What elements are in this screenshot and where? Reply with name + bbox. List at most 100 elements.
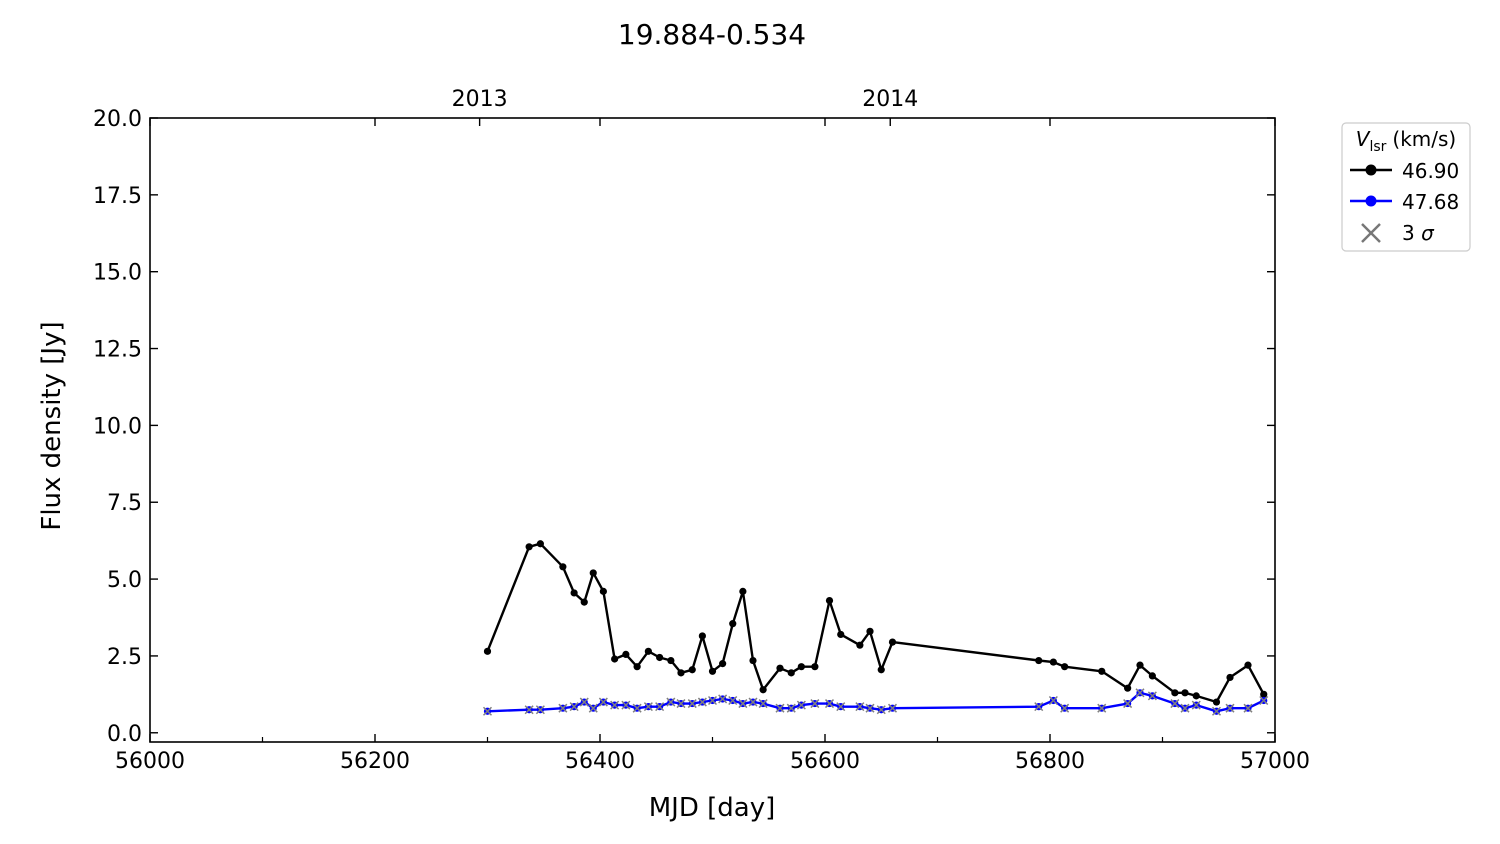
series-layer [482, 540, 1269, 716]
series-point-46-90 [1061, 663, 1069, 671]
sigma-marker [610, 700, 620, 710]
sigma-marker [1191, 700, 1201, 710]
sigma-marker [707, 695, 718, 706]
sigma-marker [810, 699, 820, 709]
sigma-marker [524, 705, 534, 715]
sigma-marker [796, 700, 806, 710]
sigma-marker [775, 703, 785, 713]
series-point-46-90 [866, 627, 874, 635]
series-point-46-90 [1124, 684, 1132, 692]
series-point-46-90 [1226, 673, 1234, 682]
sigma-marker [1243, 703, 1253, 713]
sigma-marker [569, 702, 579, 712]
sigma-marker [748, 697, 758, 707]
series-point-46-90 [1098, 667, 1106, 675]
series-point-46-90 [1212, 698, 1221, 706]
sigma-marker [1060, 703, 1070, 713]
legend-title: Vlsr (km/s) [1356, 127, 1456, 155]
legend-box [1341, 122, 1471, 252]
x-axis-label: MJD [day] [649, 793, 776, 823]
x-tick-label: 56200 [340, 749, 410, 774]
plot-frame [149, 117, 1276, 743]
series-point-46-90 [589, 569, 597, 577]
chart-title: 19.884-0.534 [618, 18, 806, 51]
series-point-46-90 [570, 589, 578, 597]
x-tick-label: 56400 [565, 749, 635, 774]
sigma-marker [558, 703, 568, 713]
series-point-46-90 [888, 638, 897, 646]
legend-sigma-x-b [1361, 223, 1381, 243]
legend-title-sub: lsr [1369, 139, 1386, 155]
legend-label-46-90: 46.90 [1402, 159, 1459, 183]
series-point-46-90 [708, 667, 717, 675]
series-point-46-90 [719, 660, 727, 668]
legend-marker-47-68 [1365, 195, 1377, 207]
series-point-46-90 [837, 630, 845, 639]
series-point-46-90 [1171, 689, 1179, 697]
series-point-46-90 [749, 656, 757, 665]
legend: Vlsr (km/s) 46.90 47.68 3 σ [1341, 122, 1471, 252]
axes-layer: 56000 56200 56400 56600 56800 57000 0.0 2.5 5.0 7… [93, 87, 1310, 774]
series-point-46-90 [483, 647, 492, 655]
sigma-marker [1259, 695, 1269, 706]
sigma-marker [1225, 703, 1235, 713]
series-point-46-90 [698, 632, 706, 640]
sigma-marker [824, 699, 835, 709]
series-point-46-90 [1192, 692, 1200, 700]
sigma-marker [588, 703, 598, 713]
sigma-marker [621, 700, 631, 710]
sigma-marker [758, 699, 768, 709]
series-point-46-90 [1260, 690, 1268, 698]
series-point-46-90 [667, 656, 675, 665]
sigma-marker [1034, 702, 1044, 712]
y-tick-label: 20.0 [93, 107, 142, 132]
sigma-marker [1170, 699, 1180, 709]
sigma-marker [876, 705, 886, 715]
y-tick-label: 0.0 [107, 722, 142, 747]
series-point-46-90 [877, 666, 885, 674]
x-tick-label: 57000 [1240, 749, 1310, 774]
series-point-46-90 [536, 540, 544, 548]
series-line-46-90 [486, 542, 1265, 704]
sigma-marker [786, 703, 796, 713]
x-tick-label: 56800 [1015, 749, 1085, 774]
sigma-marker [632, 703, 642, 713]
series-point-46-90 [656, 653, 664, 662]
sigma-marker [1097, 703, 1107, 713]
sigma-marker [666, 697, 676, 707]
series-point-46-90 [611, 655, 619, 663]
series-point-46-90 [677, 669, 685, 677]
series-point-46-90 [729, 620, 737, 628]
year-tick-label: 2013 [452, 87, 508, 112]
series-point-46-90 [633, 663, 641, 671]
legend-label-3-sigma: 3 σ [1402, 221, 1435, 245]
series-point-46-90 [787, 669, 795, 677]
sigma-marker [1123, 699, 1133, 709]
sigma-marker [697, 697, 707, 707]
sigma-marker [836, 702, 846, 712]
legend-title-unit: (km/s) [1392, 127, 1456, 151]
series-point-46-90 [1049, 658, 1057, 666]
y-tick-label: 12.5 [93, 338, 142, 363]
series-point-46-90 [825, 597, 834, 605]
sigma-marker [855, 702, 865, 712]
y-tick-label: 2.5 [107, 645, 142, 670]
series-point-46-90 [856, 641, 864, 649]
sigma-marker [655, 702, 665, 712]
series-point-46-90 [599, 587, 607, 595]
legend-title-main: V [1356, 127, 1371, 151]
sigma-marker [579, 697, 589, 707]
series-point-46-90 [1136, 661, 1144, 669]
sigma-marker [728, 695, 738, 706]
series-point-46-90 [1181, 689, 1189, 697]
series-point-46-90 [580, 598, 588, 606]
y-tick-label: 10.0 [93, 414, 142, 439]
legend-marker-46-90 [1365, 164, 1377, 176]
sigma-marker [598, 697, 608, 707]
year-tick-label: 2014 [862, 87, 918, 112]
sigma-marker [482, 706, 493, 716]
y-tick-label: 17.5 [93, 184, 142, 209]
sigma-marker [687, 699, 697, 709]
sigma-marker [535, 705, 545, 715]
series-point-46-90 [759, 686, 767, 694]
